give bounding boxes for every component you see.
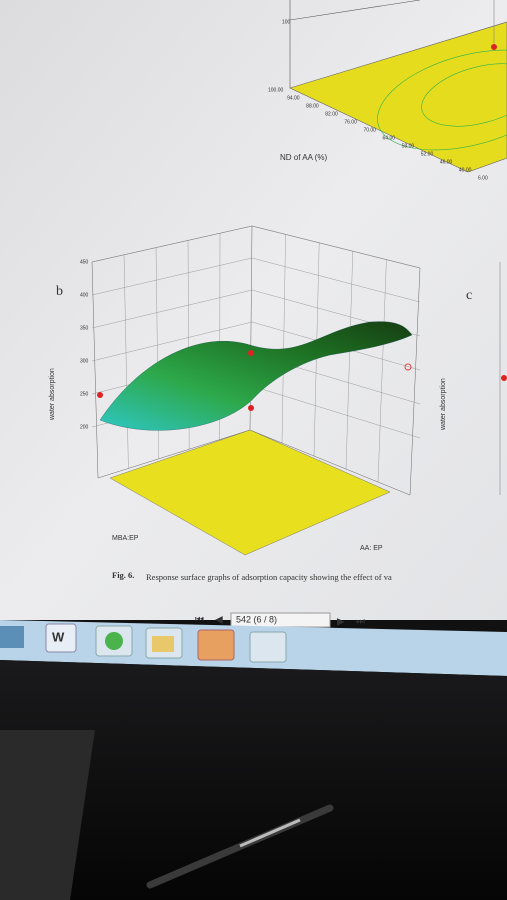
grid-line [251,385,421,439]
desk-object [0,730,95,900]
z-tick-label: 400 [80,292,89,298]
x-tick-label: 94.00 [287,95,300,101]
grid-line [377,259,387,483]
svg-text:W: W [52,629,65,644]
grid-line [251,257,421,303]
x-tick-label: 40.00 [459,167,472,173]
floor-plane [109,429,391,556]
z-tick-label: 200 [80,424,89,430]
x-tick-label: 70.00 [363,127,376,133]
word-icon[interactable] [45,623,77,653]
prev-page-button[interactable]: ◀ [215,615,223,626]
monitor-bezel [0,660,507,900]
y-axis-label: AA: EP [360,545,383,552]
grid-line [251,225,421,269]
panel-label: b [56,284,63,299]
z-tick-label: 350 [80,325,89,331]
x-axis-label: MBA:EP [112,535,139,542]
page-number: 542 (6 / 8) [236,614,277,624]
grid-line [123,254,129,469]
response-surface [99,321,413,431]
z-tick-label: 250 [80,391,89,397]
z-tick: 100 [282,19,291,25]
pen-label [239,818,301,848]
z-axis-label: water absorption [49,368,56,421]
start-area[interactable] [0,626,24,648]
z-tick-label: 450 [80,259,89,265]
x-tick-label: 82.00 [325,111,338,117]
caption-label: Fig. 6. [112,570,134,580]
app-icon[interactable] [249,631,287,663]
axis-label: ND of AA (%) [280,153,327,162]
x-tick-label: 88.00 [306,103,319,109]
grid-line [91,257,253,296]
x-tick-label: 58.00 [402,143,415,149]
z-tick-label: 300 [80,358,89,364]
x-tick-label: 64.00 [383,135,396,141]
design-point [248,350,254,356]
app-icon[interactable] [197,629,235,661]
viewer-toolbar: ⏮ ◀ 542 (6 / 8) ▶ ⏭ [195,612,365,628]
x-tick-label: 52.00 [421,151,434,157]
design-point [501,375,507,381]
caption-text: Response surface graphs of adsorption ca… [146,572,392,582]
figure-a [289,0,507,173]
last-page-button[interactable]: ⏭ [356,617,365,628]
next-page-button[interactable]: ▶ [337,617,345,628]
grid-line [91,225,253,263]
grid-line [345,251,353,470]
panel-label: c [466,288,472,303]
grid-line [91,321,253,362]
x-tick-label: 46.00 [440,159,453,165]
design-point [97,392,103,398]
x-tick-label: 100.00 [268,87,284,93]
x-tick-label: 6.00 [478,175,488,181]
design-point [248,405,254,411]
grid-line [91,289,253,329]
x-tick-label: 76.00 [344,119,357,125]
first-page-button[interactable]: ⏮ [195,615,204,626]
grid-line [281,234,286,444]
design-point [404,363,412,371]
z-axis-label: water absorption [440,378,447,431]
